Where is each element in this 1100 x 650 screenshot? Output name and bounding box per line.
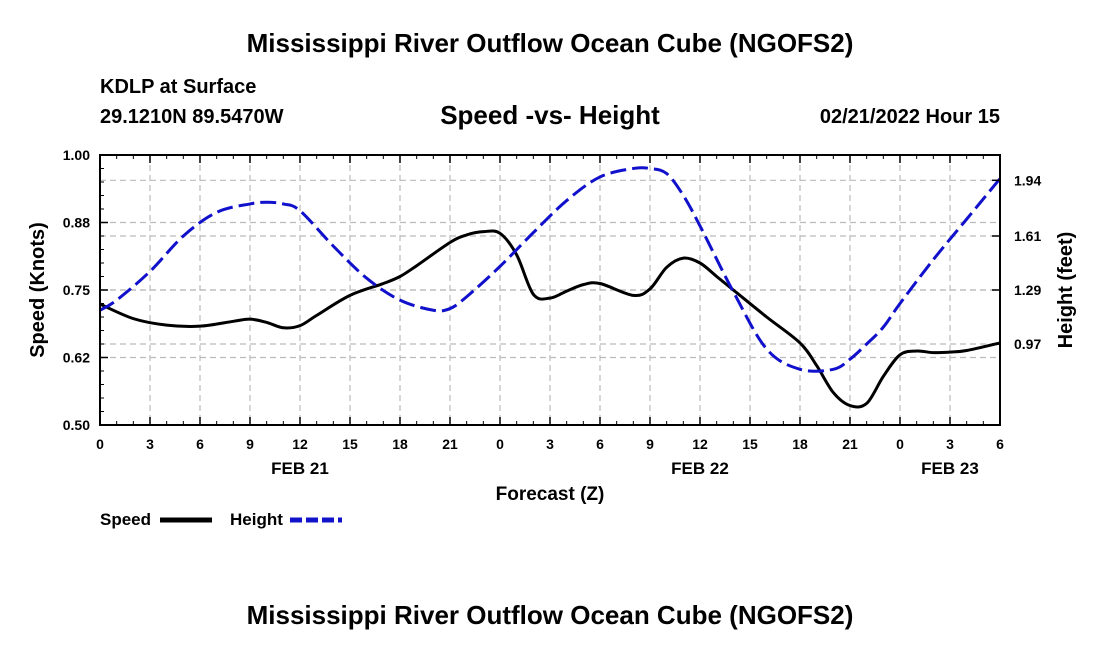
coordinates-label: 29.1210N 89.5470W bbox=[100, 106, 284, 128]
series-line-height bbox=[99, 166, 1002, 373]
y-right-tick-label: 1.94 bbox=[1014, 172, 1041, 188]
x-tick-label: 6 bbox=[196, 436, 204, 452]
date-label: FEB 23 bbox=[921, 459, 979, 478]
y-left-tick-label: 0.75 bbox=[63, 282, 90, 298]
y-right-tick-label: 0.97 bbox=[1014, 336, 1041, 352]
y-left-tick-label: 1.00 bbox=[63, 147, 90, 163]
main-title: Mississippi River Outflow Ocean Cube (NG… bbox=[246, 28, 854, 58]
x-tick-label: 12 bbox=[692, 436, 708, 452]
y-right-tick-label: 1.61 bbox=[1014, 228, 1041, 244]
x-tick-label: 9 bbox=[646, 436, 654, 452]
date-label: FEB 21 bbox=[271, 459, 329, 478]
x-tick-label: 0 bbox=[96, 436, 104, 452]
legend-label-height: Height bbox=[230, 510, 283, 529]
datetime-label: 02/21/2022 Hour 15 bbox=[819, 106, 1000, 128]
y-left-tick-label: 0.62 bbox=[63, 350, 90, 366]
y-axis-left-label: Speed (Knots) bbox=[27, 222, 49, 358]
chart-title: Speed -vs- Height bbox=[440, 100, 660, 130]
date-label: FEB 22 bbox=[671, 459, 729, 478]
x-tick-label: 15 bbox=[342, 436, 358, 452]
x-tick-label: 3 bbox=[546, 436, 554, 452]
x-tick-label: 3 bbox=[146, 436, 154, 452]
station-label: KDLP at Surface bbox=[100, 76, 257, 98]
x-axis-label: Forecast (Z) bbox=[496, 484, 605, 505]
x-tick-label: 0 bbox=[896, 436, 904, 452]
x-tick-label: 21 bbox=[442, 436, 458, 452]
y-left-tick-label: 0.88 bbox=[63, 215, 90, 231]
grid bbox=[100, 155, 1000, 425]
x-tick-label: 21 bbox=[842, 436, 858, 452]
x-tick-label: 9 bbox=[246, 436, 254, 452]
x-tick-label: 18 bbox=[792, 436, 808, 452]
legend-label-speed: Speed bbox=[100, 510, 151, 529]
x-tick-label: 18 bbox=[392, 436, 408, 452]
y-right-tick-label: 1.29 bbox=[1014, 282, 1041, 298]
x-tick-label: 12 bbox=[292, 436, 308, 452]
legend: Speed Height bbox=[100, 510, 342, 529]
series-line-speed bbox=[99, 229, 1001, 409]
x-tick-label: 6 bbox=[596, 436, 604, 452]
axes: 0 3 6 9 12 15 18 21 0 3 6 9 12 15 18 21 0 3 6 FEB 21 FEB 22 F… bbox=[63, 147, 1042, 478]
x-tick-label: 0 bbox=[496, 436, 504, 452]
y-axis-right-label: Height (feet) bbox=[1055, 232, 1077, 349]
x-tick-label: 15 bbox=[742, 436, 758, 452]
footer-title: Mississippi River Outflow Ocean Cube (NG… bbox=[246, 600, 854, 630]
x-tick-label: 6 bbox=[996, 436, 1004, 452]
x-tick-label: 3 bbox=[946, 436, 954, 452]
y-left-tick-label: 0.50 bbox=[63, 417, 90, 433]
series-layer bbox=[99, 166, 1002, 409]
